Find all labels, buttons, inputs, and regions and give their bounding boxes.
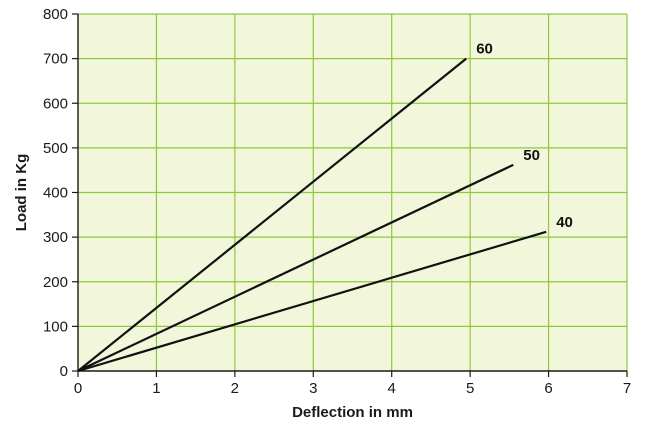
x-tick-label: 3 [309, 380, 317, 397]
series-line-60 [77, 57, 467, 372]
y-tick-label: 800 [43, 6, 68, 23]
y-tick-label: 300 [43, 229, 68, 246]
y-tick-label: 100 [43, 318, 68, 335]
x-axis-title: Deflection in mm [292, 404, 413, 421]
series-lines: 60 50 40 [77, 41, 573, 373]
tick-labels: 0 1 2 3 4 5 6 7 0 100 200 300 400 500 600 700 800 [43, 6, 631, 397]
series-line-50 [77, 163, 514, 372]
y-axis-title: Load in Kg [13, 154, 30, 232]
x-tick-label: 7 [623, 380, 631, 397]
x-tick-label: 1 [152, 380, 160, 397]
x-tick-label: 0 [74, 380, 82, 397]
y-tick-label: 600 [43, 95, 68, 112]
grid-lines [78, 13, 628, 371]
plot-area [78, 13, 628, 371]
y-tick-label: 0 [60, 363, 68, 380]
y-tick-label: 500 [43, 140, 68, 157]
series-label-40: 40 [556, 214, 573, 231]
x-tick-label: 6 [544, 380, 552, 397]
series-label-60: 60 [476, 41, 493, 58]
y-tick-label: 400 [43, 185, 68, 202]
y-tick-label: 200 [43, 274, 68, 291]
x-tick-label: 4 [388, 380, 396, 397]
x-tick-label: 5 [466, 380, 474, 397]
x-tick-label: 2 [231, 380, 239, 397]
series-line-40 [77, 230, 547, 373]
series-label-50: 50 [523, 147, 540, 164]
axes [72, 13, 628, 377]
y-tick-label: 700 [43, 51, 68, 68]
